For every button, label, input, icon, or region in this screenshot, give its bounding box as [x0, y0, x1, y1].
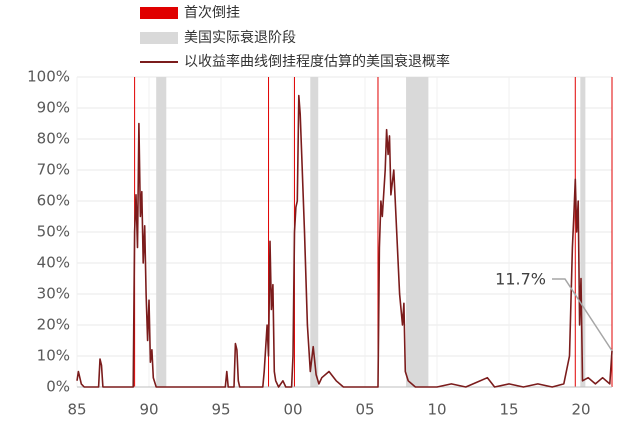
x-tick-label: 90 — [139, 401, 158, 419]
y-tick-label: 20% — [37, 316, 70, 334]
y-tick-label: 0% — [46, 378, 70, 396]
y-tick-label: 90% — [37, 99, 70, 117]
x-tick-label: 85 — [67, 401, 86, 419]
legend-text: 首次倒挂 — [184, 5, 240, 21]
y-tick-label: 100% — [27, 68, 70, 86]
y-tick-label: 60% — [37, 192, 70, 210]
legend-text: 美国实际衰退阶段 — [184, 29, 296, 46]
y-tick-label: 70% — [37, 161, 70, 179]
recession-band — [406, 77, 429, 387]
x-tick-label: 00 — [283, 401, 302, 419]
x-tick-label: 10 — [427, 401, 446, 419]
y-tick-label: 50% — [37, 223, 70, 241]
legend-swatch — [140, 7, 178, 19]
y-tick-label: 80% — [37, 130, 70, 148]
annotation-label: 11.7% — [495, 270, 546, 289]
x-tick-label: 05 — [355, 401, 374, 419]
y-tick-label: 30% — [37, 285, 70, 303]
legend-swatch — [140, 32, 178, 44]
x-tick-label: 15 — [499, 401, 518, 419]
annotation-leader — [552, 278, 613, 352]
recession-band — [156, 77, 167, 387]
legend-text: 以收益率曲线倒挂程度估算的美国衰退概率 — [184, 53, 450, 70]
x-tick-label: 20 — [571, 401, 590, 419]
x-tick-label: 95 — [211, 401, 230, 419]
y-tick-label: 10% — [37, 347, 70, 365]
probability-line — [76, 94, 613, 388]
recession-band — [310, 77, 319, 387]
y-tick-label: 40% — [37, 254, 70, 272]
recession-band — [580, 77, 586, 387]
